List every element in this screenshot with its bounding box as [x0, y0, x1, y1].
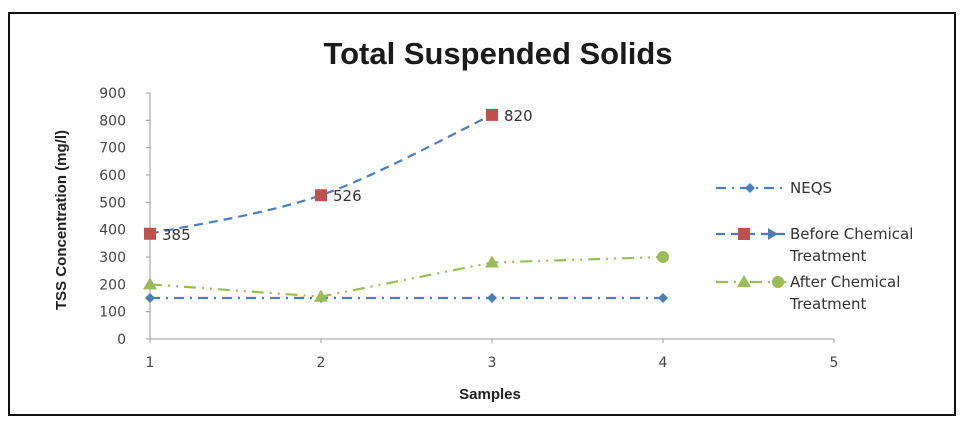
legend-label: Before Chemical — [790, 225, 913, 243]
data-label: 385 — [162, 226, 191, 244]
legend-swatch-arrow — [768, 228, 778, 240]
legend-label: Treatment — [789, 295, 866, 313]
series-3-point — [143, 277, 157, 290]
series-line-2 — [149, 113, 493, 235]
series-3-point — [657, 251, 669, 263]
y-tick-label: 400 — [99, 223, 126, 239]
series-1-point — [658, 293, 668, 303]
y-tick-label: 500 — [99, 195, 126, 211]
series-1-point — [145, 293, 155, 303]
legend-swatch-marker — [737, 275, 751, 287]
y-tick-label: 200 — [99, 277, 126, 293]
series-2-point — [144, 227, 156, 240]
series-1-point — [487, 293, 497, 303]
series-2-point — [486, 108, 498, 121]
legend-label: NEQS — [790, 179, 832, 197]
x-tick-label: 4 — [659, 355, 668, 371]
legend-label: Treatment — [789, 247, 866, 265]
x-tick-label: 2 — [317, 355, 326, 371]
data-label: 526 — [333, 187, 362, 205]
chart-frame — [8, 12, 956, 416]
x-axis-title: Samples — [459, 386, 521, 403]
legend-label: After Chemical — [790, 273, 900, 291]
x-tick-label: 1 — [146, 355, 155, 371]
legend-swatch-marker — [745, 183, 755, 193]
legend-swatch-marker — [738, 228, 750, 240]
y-tick-label: 900 — [99, 86, 126, 102]
series-3-point — [485, 255, 499, 268]
y-axis-title: TSS Concentration (mg/l) — [53, 130, 70, 310]
series-2-point — [315, 189, 327, 202]
data-label: 820 — [504, 107, 533, 125]
series-3-point — [314, 289, 328, 302]
y-tick-label: 700 — [99, 141, 126, 157]
y-tick-label: 600 — [99, 168, 126, 184]
y-tick-label: 800 — [99, 113, 126, 129]
x-tick-label: 5 — [830, 355, 839, 371]
x-tick-label: 3 — [488, 355, 497, 371]
y-tick-label: 0 — [117, 332, 126, 348]
series-line-3 — [149, 255, 664, 298]
y-tick-label: 100 — [99, 305, 126, 321]
chart-title: Total Suspended Solids — [323, 36, 672, 71]
legend-swatch-marker — [772, 276, 784, 288]
y-tick-label: 300 — [99, 250, 126, 266]
